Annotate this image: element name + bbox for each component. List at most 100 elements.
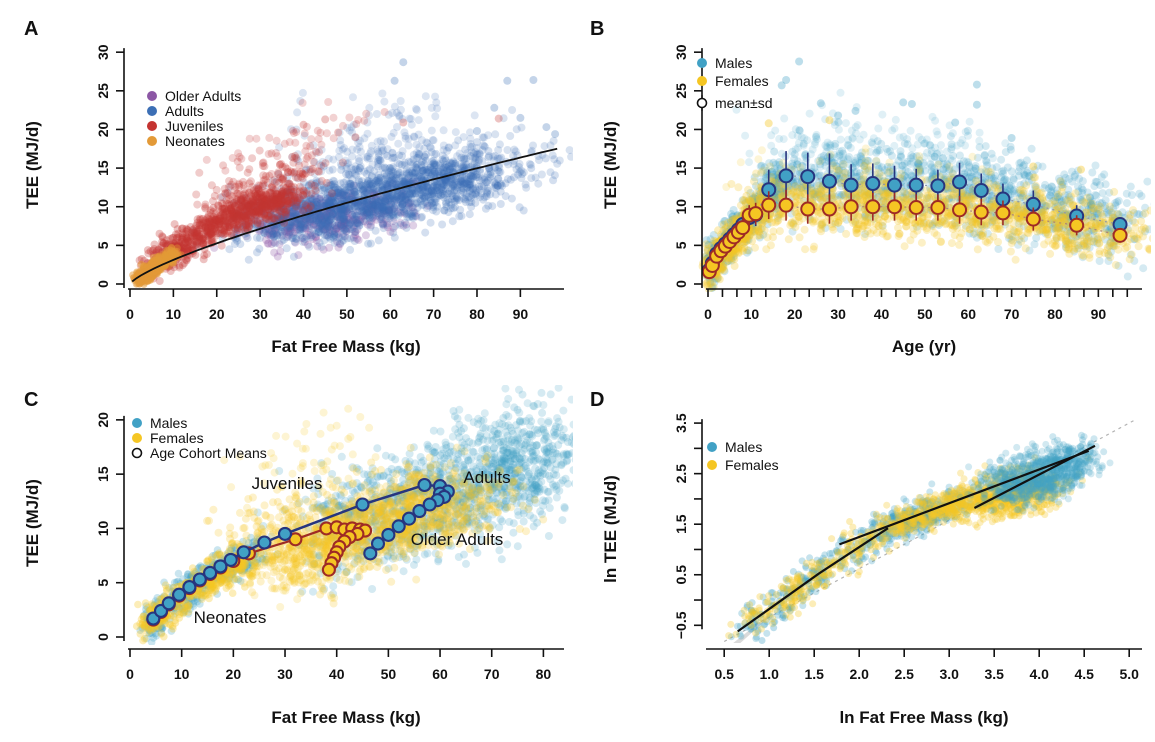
females-legend-dot [697, 76, 707, 86]
isometry-reference [723, 420, 1134, 643]
juveniles-legend-dot [147, 121, 157, 131]
older-adults-legend-dot [147, 91, 157, 101]
female-low [226, 532, 383, 611]
svg-text:0: 0 [95, 280, 111, 288]
legend-label: Males [725, 439, 762, 455]
legend: Males Females [707, 439, 779, 473]
legend-label: Females [150, 430, 204, 446]
legend-label: mean±sd [715, 95, 773, 111]
annotation-adults: Adults [463, 468, 510, 487]
svg-text:60: 60 [382, 306, 398, 322]
juveniles-sparse-high [202, 98, 389, 200]
scatter-points [129, 58, 573, 289]
legend-label: Older Adults [165, 88, 241, 104]
svg-text:30: 30 [95, 44, 111, 60]
power-law-fit [131, 147, 558, 283]
adults-high [260, 104, 499, 207]
females-legend-dot [707, 460, 717, 470]
annotation-older-adults: Older Adults [411, 530, 504, 549]
open-circle-icon [131, 447, 143, 459]
males-legend-dot [697, 58, 707, 68]
x-axis [706, 288, 1142, 297]
svg-text:5: 5 [95, 241, 111, 249]
y-axis [116, 415, 125, 641]
svg-text:40: 40 [296, 306, 312, 322]
adults-legend-dot [147, 106, 157, 116]
mean-sd-icon [696, 97, 708, 109]
female-means [701, 189, 1128, 280]
males-legend-dot [707, 442, 717, 452]
legend-label: Juveniles [165, 118, 223, 134]
male-high [732, 88, 1010, 193]
svg-text:70: 70 [426, 306, 442, 322]
legend-label: Adults [165, 103, 204, 119]
y-axis [116, 48, 125, 288]
x-axis-title: Fat Free Mass (kg) [271, 708, 420, 727]
adults-very-high [287, 88, 441, 150]
x-axis-title: Fat Free Mass (kg) [271, 337, 420, 356]
x-axis-title: ln Fat Free Mass (kg) [839, 708, 1008, 727]
y-axis-title: TEE (MJ/d) [23, 479, 42, 567]
panel-a-chart: 0 10 20 30 40 50 60 70 80 90 Fat Free Mass (kg) 0 5 1… [0, 0, 577, 371]
x-axis-title: Age (yr) [892, 337, 956, 356]
juvenile-adult-fit [839, 449, 1090, 546]
annotation-juveniles: Juveniles [252, 474, 323, 493]
y-tick-labels: −0.50.51.52.53.5 [673, 413, 689, 639]
outlier-points [758, 614, 787, 644]
svg-text:10: 10 [95, 199, 111, 215]
svg-text:30: 30 [252, 306, 268, 322]
outlier-points [764, 116, 1085, 174]
females-legend-dot [132, 433, 142, 443]
neonate-juvenile-fit [737, 527, 889, 633]
neonates-legend-dot [147, 136, 157, 146]
x-tick-labels: 0 10 20 30 40 50 60 70 80 [126, 666, 551, 682]
adults-main [189, 138, 559, 264]
female-high-sparse [220, 404, 384, 512]
scatter-points [725, 431, 1114, 644]
panel-a-label: A [24, 18, 39, 40]
outlier-points [299, 114, 503, 142]
male-cohort-path [146, 477, 455, 626]
x-axis [128, 648, 564, 657]
male-top-right [436, 385, 573, 492]
males-legend-dot [132, 418, 142, 428]
x-axis [128, 288, 564, 297]
y-axis [694, 48, 703, 288]
legend-label: Males [715, 55, 752, 71]
panel-d-label: D [590, 389, 605, 411]
legend-label: Females [725, 457, 779, 473]
svg-text:10: 10 [166, 306, 182, 322]
panel-d-chart: 0.5 1.0 1.5 2.0 2.5 3.0 3.5 4.0 4.5 5.0 ln Fat Fre… [578, 371, 1155, 742]
panel-c-chart: Juveniles Adults Older Adults Neonates 0 10 20… [0, 371, 577, 742]
panel-c-label: C [24, 389, 39, 411]
juveniles-high [192, 142, 347, 234]
x-tick-labels: 0 10 20 30 40 50 60 70 80 90 [704, 306, 1106, 322]
y-axis-title: ln TEE (MJ/d) [601, 475, 620, 583]
legend-label: Females [715, 73, 769, 89]
svg-text:90: 90 [513, 306, 529, 322]
svg-text:20: 20 [209, 306, 225, 322]
svg-text:0: 0 [126, 306, 134, 322]
y-axis-title: TEE (MJ/d) [601, 121, 620, 209]
outlier-points [777, 57, 1016, 142]
x-tick-labels: 0.5 1.0 1.5 2.0 2.5 3.0 3.5 4.0 4.5 5.0 [714, 666, 1139, 682]
x-tick-labels: 0 10 20 30 40 50 60 70 80 90 [126, 306, 528, 322]
scatter-points [132, 385, 573, 645]
svg-text:80: 80 [469, 306, 485, 322]
svg-text:25: 25 [95, 83, 111, 99]
annotation-neonates: Neonates [194, 608, 267, 627]
adults-far-right [454, 106, 573, 192]
y-axis-title: TEE (MJ/d) [23, 121, 42, 209]
y-axis [694, 419, 703, 630]
panel-b-label: B [590, 18, 605, 40]
legend-label: Neonates [165, 133, 225, 149]
legend-label: Age Cohort Means [150, 445, 267, 461]
legend: Males Females mean±sd [696, 55, 773, 111]
svg-text:15: 15 [95, 160, 111, 176]
